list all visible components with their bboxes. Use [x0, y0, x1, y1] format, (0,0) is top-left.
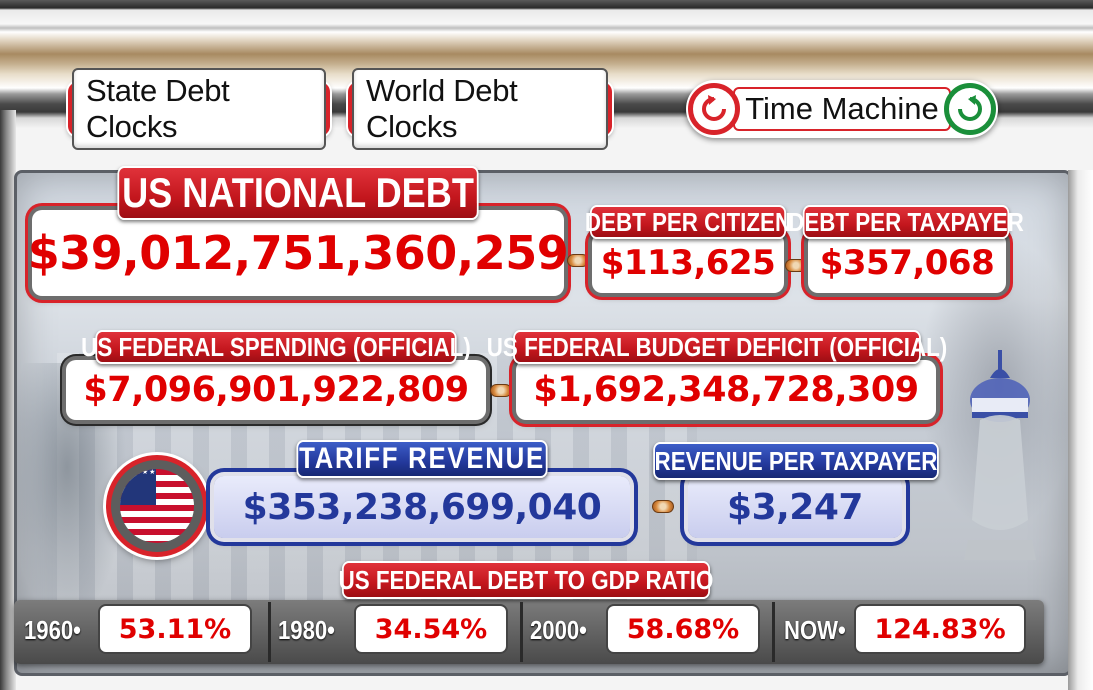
world-debt-clocks-button[interactable]: World Debt Clocks — [348, 68, 612, 150]
gdp-year-now: NOW• — [784, 615, 846, 645]
tariff-revenue-box: $353,238,699,040 — [214, 476, 630, 538]
debt-per-citizen-value: $113,625 — [600, 243, 776, 283]
tariff-revenue-value: $353,238,699,040 — [242, 486, 602, 528]
revenue-per-taxpayer-value: $3,247 — [727, 486, 863, 528]
federal-spending-box: $7,096,901,922,809 — [66, 360, 486, 420]
gdp-value-2000: 58.68% — [608, 606, 758, 652]
debt-per-taxpayer-value: $357,068 — [819, 243, 995, 283]
gdp-value-1960: 53.11% — [100, 606, 250, 652]
budget-deficit-value: $1,692,348,728,309 — [533, 370, 919, 410]
undo-arrow-icon[interactable] — [688, 83, 740, 135]
federal-spending-label: US FEDERAL SPENDING (OFFICIAL) — [81, 330, 471, 364]
budget-deficit-box: $1,692,348,728,309 — [516, 360, 936, 420]
capitol-statue-icon — [950, 340, 1050, 570]
world-debt-clocks-label: World Debt Clocks — [352, 68, 608, 150]
divider — [772, 602, 775, 662]
debt-per-citizen-box: $113,625 — [592, 233, 784, 293]
debt-per-taxpayer-label: DEBT PER TAXPAYER — [788, 205, 1024, 239]
time-machine-button[interactable]: Time Machine — [686, 80, 998, 138]
gdp-year-1980: 1980• — [278, 615, 335, 645]
debt-per-citizen-label: DEBT PER CITIZEN — [585, 205, 791, 239]
national-debt-value: $39,012,751,360,259 — [27, 226, 569, 280]
gdp-value-1980: 34.54% — [356, 606, 506, 652]
gdp-ratio-label: US FEDERAL DEBT TO GDP RATIO — [339, 561, 713, 599]
debt-per-taxpayer-box: $357,068 — [808, 233, 1006, 293]
link-connector — [490, 384, 512, 397]
national-debt-label: US NATIONAL DEBT — [117, 166, 479, 220]
revenue-per-taxpayer-label: REVENUE PER TAXPAYER — [653, 442, 939, 480]
us-flag-icon: ★★★★★★★★★★★★★★★★★★★★★★★★★★★★★★★★★★★★★★★★… — [106, 455, 208, 557]
state-debt-clocks-button[interactable]: State Debt Clocks — [68, 68, 330, 150]
gdp-year-1960: 1960• — [24, 615, 81, 645]
divider — [268, 602, 271, 662]
left-frame — [0, 110, 16, 690]
gdp-value-now: 124.83% — [856, 606, 1024, 652]
gdp-year-2000: 2000• — [530, 615, 587, 645]
time-machine-label: Time Machine — [733, 87, 951, 131]
link-connector — [652, 500, 674, 513]
tariff-revenue-label: TARIFF REVENUE — [296, 440, 548, 478]
divider — [520, 602, 523, 662]
link-connector — [567, 254, 589, 267]
link-connector — [785, 259, 807, 272]
revenue-per-taxpayer-box: $3,247 — [688, 476, 902, 538]
national-debt-value-box: $39,012,751,360,259 — [28, 210, 569, 296]
right-frame — [1068, 170, 1093, 690]
state-debt-clocks-label: State Debt Clocks — [72, 68, 326, 150]
redo-arrow-icon[interactable] — [944, 83, 996, 135]
budget-deficit-label: US FEDERAL BUDGET DEFICIT (OFFICIAL) — [487, 330, 947, 364]
federal-spending-value: $7,096,901,922,809 — [83, 370, 469, 410]
